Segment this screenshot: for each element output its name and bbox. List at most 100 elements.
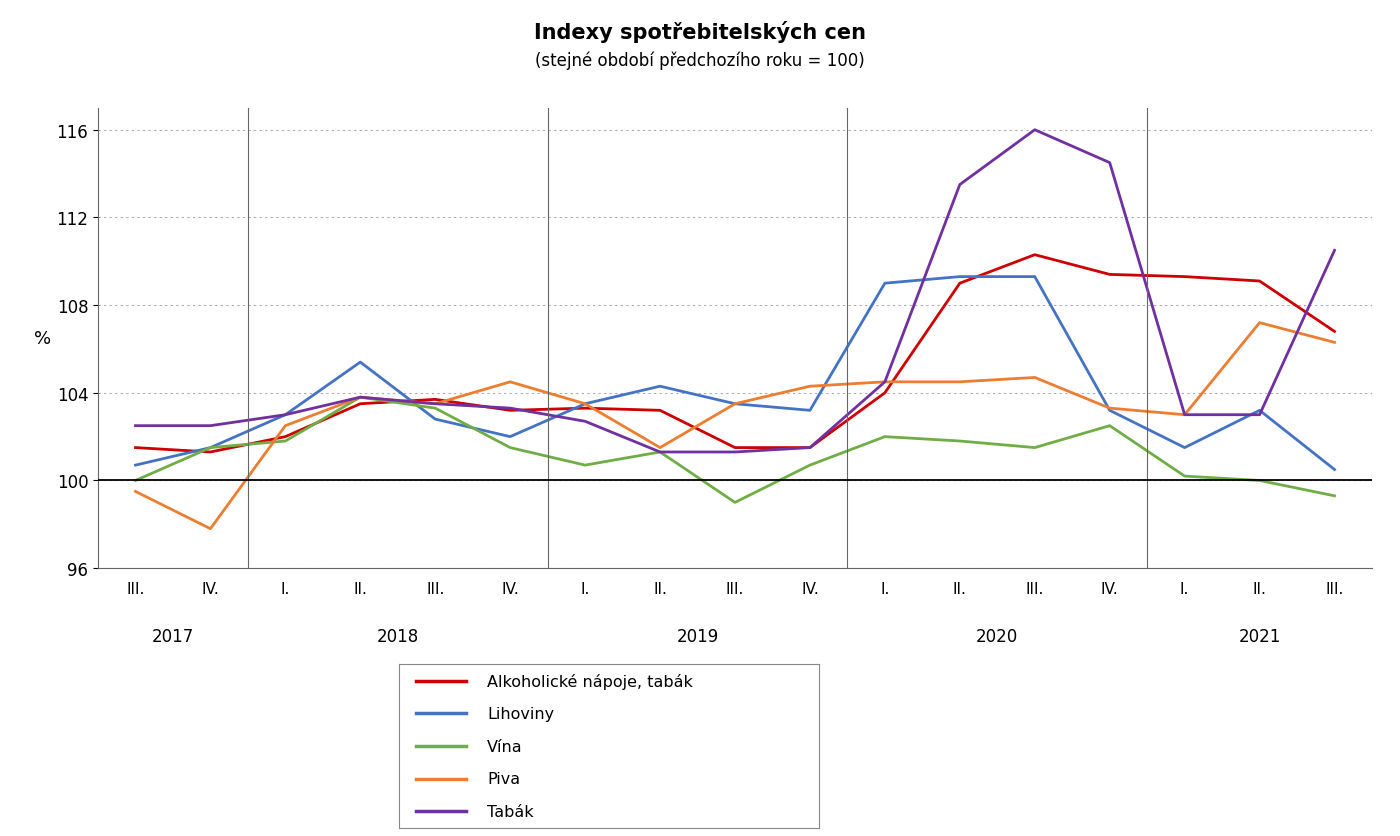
Text: Indexy spotřebitelských cen: Indexy spotřebitelských cen: [533, 21, 867, 43]
Vína: [577, 461, 594, 471]
Piva: [876, 377, 893, 387]
Vína: [1102, 421, 1119, 431]
Vína: [1026, 443, 1043, 453]
Piva: [1026, 373, 1043, 383]
Vína: [876, 432, 893, 442]
Line: Tabák: Tabák: [136, 130, 1334, 452]
Tabák: [727, 447, 743, 457]
Tabák: [351, 393, 368, 403]
Vína: [727, 497, 743, 507]
Line: Lihoviny: Lihoviny: [136, 278, 1334, 470]
Alkoholické nápoje, tabák: [1026, 250, 1043, 260]
Alkoholické nápoje, tabák: [952, 279, 969, 289]
Piva: [1252, 319, 1268, 329]
Text: Alkoholické nápoje, tabák: Alkoholické nápoje, tabák: [487, 673, 693, 689]
Text: Vína: Vína: [487, 739, 522, 753]
Text: Piva: Piva: [487, 772, 521, 786]
Lihoviny: [427, 415, 444, 425]
Text: (stejné období předchozího roku = 100): (stejné období předchozího roku = 100): [535, 52, 865, 70]
Tabák: [501, 404, 518, 414]
Tabák: [1026, 125, 1043, 135]
Tabák: [1326, 246, 1343, 256]
Piva: [351, 393, 368, 403]
Text: Tabák: Tabák: [487, 804, 533, 818]
Alkoholické nápoje, tabák: [501, 405, 518, 415]
Lihoviny: [127, 461, 144, 471]
Vína: [952, 436, 969, 446]
Alkoholické nápoje, tabák: [277, 432, 294, 442]
Vína: [277, 436, 294, 446]
Lihoviny: [1026, 273, 1043, 283]
Line: Vína: Vína: [136, 398, 1334, 502]
Lihoviny: [202, 443, 218, 453]
Piva: [501, 377, 518, 387]
Alkoholické nápoje, tabák: [427, 395, 444, 405]
Piva: [277, 421, 294, 431]
Piva: [127, 487, 144, 497]
Alkoholické nápoje, tabák: [577, 404, 594, 414]
Tabák: [952, 181, 969, 191]
Text: 2018: 2018: [377, 627, 419, 645]
Piva: [952, 377, 969, 387]
Tabák: [1176, 410, 1193, 421]
Alkoholické nápoje, tabák: [727, 443, 743, 453]
Lihoviny: [1176, 443, 1193, 453]
Tabák: [202, 421, 218, 431]
Vína: [202, 443, 218, 453]
Lihoviny: [501, 432, 518, 442]
Alkoholické nápoje, tabák: [1102, 270, 1119, 280]
Line: Piva: Piva: [136, 324, 1334, 529]
Alkoholické nápoje, tabák: [351, 400, 368, 410]
Lihoviny: [351, 358, 368, 368]
Tabák: [1102, 158, 1119, 168]
Lihoviny: [876, 279, 893, 289]
Piva: [577, 400, 594, 410]
Piva: [727, 400, 743, 410]
Vína: [651, 447, 668, 457]
Piva: [202, 524, 218, 534]
Alkoholické nápoje, tabák: [802, 443, 819, 453]
Tabák: [277, 410, 294, 421]
Lihoviny: [651, 382, 668, 392]
Tabák: [651, 447, 668, 457]
Y-axis label: %: %: [34, 329, 50, 348]
Lihoviny: [1252, 405, 1268, 415]
Vína: [427, 404, 444, 414]
Lihoviny: [952, 273, 969, 283]
Lihoviny: [277, 410, 294, 421]
Lihoviny: [727, 400, 743, 410]
Vína: [127, 476, 144, 486]
Piva: [1102, 404, 1119, 414]
Vína: [1326, 492, 1343, 502]
Alkoholické nápoje, tabák: [202, 447, 218, 457]
Tabák: [577, 417, 594, 427]
Piva: [802, 382, 819, 392]
Piva: [1326, 338, 1343, 348]
Alkoholické nápoje, tabák: [127, 443, 144, 453]
Vína: [802, 461, 819, 471]
Tabák: [127, 421, 144, 431]
Piva: [651, 443, 668, 453]
Vína: [1252, 476, 1268, 486]
Piva: [1176, 410, 1193, 421]
Lihoviny: [1102, 405, 1119, 415]
Alkoholické nápoje, tabák: [651, 405, 668, 415]
Tabák: [427, 400, 444, 410]
Lihoviny: [802, 405, 819, 415]
Vína: [351, 393, 368, 403]
Alkoholické nápoje, tabák: [876, 388, 893, 398]
Text: Lihoviny: Lihoviny: [487, 706, 554, 721]
Text: 2021: 2021: [1239, 627, 1281, 645]
Tabák: [802, 443, 819, 453]
Tabák: [876, 377, 893, 387]
Lihoviny: [1326, 465, 1343, 475]
Alkoholické nápoje, tabák: [1176, 273, 1193, 283]
Vína: [501, 443, 518, 453]
Alkoholické nápoje, tabák: [1326, 327, 1343, 337]
Lihoviny: [577, 400, 594, 410]
Line: Alkoholické nápoje, tabák: Alkoholické nápoje, tabák: [136, 255, 1334, 452]
Piva: [427, 400, 444, 410]
Text: 2019: 2019: [676, 627, 718, 645]
Tabák: [1252, 410, 1268, 421]
Text: 2017: 2017: [151, 627, 195, 645]
